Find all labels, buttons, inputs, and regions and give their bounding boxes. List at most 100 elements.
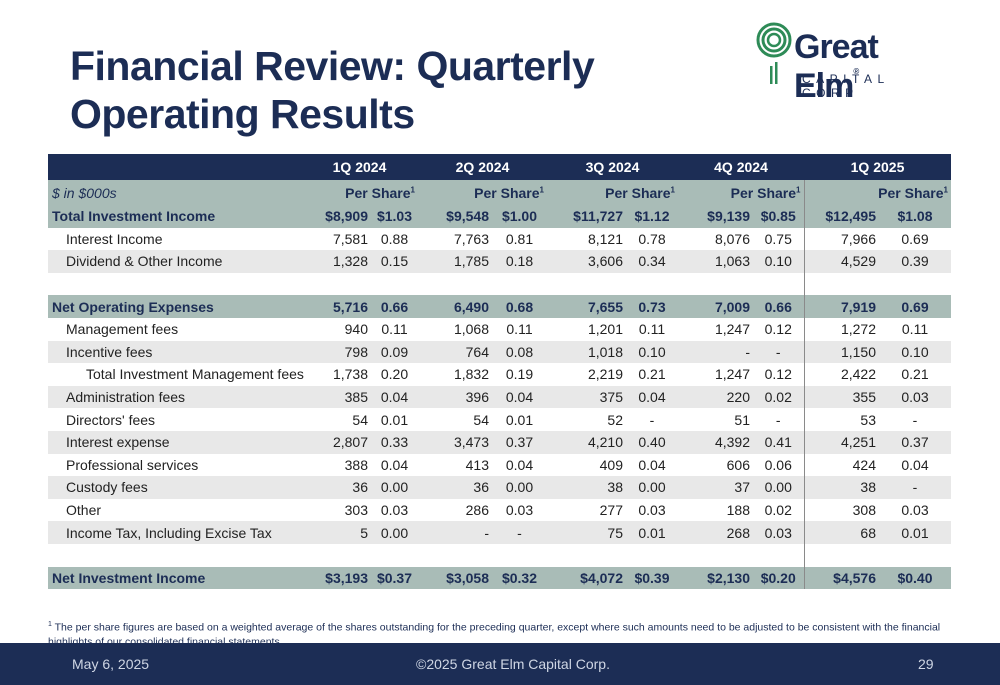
table-row: Incentive fees 798 0.09 764 0.08 1,018 0.10- -1… xyxy=(48,340,951,364)
per-share-cell: 0.00 xyxy=(626,476,678,499)
amount-cell: 1,247 xyxy=(714,366,750,383)
per-share-cell: 0.69 xyxy=(901,230,929,247)
logo-subtitle: CAPITAL CORP xyxy=(802,72,890,100)
unit-label: $ in $000s xyxy=(48,180,301,205)
per-share-header: Per Share1 xyxy=(678,180,804,205)
amount-cell: 409 xyxy=(599,456,623,473)
amount-cell: 1,018 xyxy=(547,340,626,364)
per-share-header: Per Share1 xyxy=(547,180,678,205)
empty-cell xyxy=(678,544,753,567)
per-share-cell: 0.41 xyxy=(753,430,804,454)
per-share-cell: 0.75 xyxy=(764,230,792,247)
amount-cell: 52 xyxy=(607,411,623,428)
amount-cell: 396 xyxy=(418,385,492,409)
per-share-cell: 0.11 xyxy=(381,321,408,338)
empty-cell xyxy=(547,273,626,296)
row-label: Interest Income xyxy=(66,230,163,247)
quarter-header: 4Q 2024 xyxy=(678,154,804,180)
quarter-header: 1Q 2024 xyxy=(301,154,418,180)
empty-cell xyxy=(48,544,301,567)
per-share-cell: $0.85 xyxy=(753,205,804,228)
quarterly-results-table: 1Q 2024 2Q 2024 3Q 2024 4Q 2024 1Q 2025 … xyxy=(48,154,951,590)
per-share-cell: 0.03 xyxy=(901,502,929,519)
table-row: Net Operating Expenses 5,716 0.66 6,490 0.68… xyxy=(48,295,951,318)
amount-cell: 8,076 xyxy=(714,230,750,247)
empty-cell xyxy=(371,544,418,567)
title-line-1: Financial Review: Quarterly xyxy=(70,43,595,89)
empty-cell xyxy=(803,543,879,567)
empty-cell xyxy=(753,544,804,567)
row-label: Income Tax, Including Excise Tax xyxy=(48,521,301,544)
empty-cell xyxy=(879,544,951,567)
amount-cell: 8,121 xyxy=(587,230,623,247)
empty-cell xyxy=(879,273,951,296)
amount-cell: 68 xyxy=(803,521,879,544)
row-label: Dividend & Other Income xyxy=(48,250,301,273)
amount-cell: 1,150 xyxy=(803,340,879,364)
amount-cell: 51 xyxy=(734,411,750,428)
per-share-cell: - xyxy=(775,411,781,428)
per-share-cell: 0.69 xyxy=(879,295,951,318)
per-share-cell: 0.40 xyxy=(626,430,678,454)
page-title: Financial Review: Quarterly Operating Re… xyxy=(70,42,595,138)
amount-cell: 7,966 xyxy=(803,227,879,251)
per-share-cell: 0.12 xyxy=(764,366,792,383)
amount-cell: 3,606 xyxy=(547,250,626,273)
per-share-cell: 0.00 xyxy=(753,476,804,499)
per-share-cell: 0.02 xyxy=(753,385,804,409)
per-share-header: Per Share1 xyxy=(301,180,418,205)
amount-cell: 1,201 xyxy=(587,321,623,338)
amount-cell: 355 xyxy=(803,385,879,409)
amount-cell: $4,576 xyxy=(803,566,879,590)
per-share-cell: 0.11 xyxy=(901,321,929,338)
footer-bar: May 6, 2025 ©2025 Great Elm Capital Corp… xyxy=(0,643,1000,685)
amount-cell: 54 xyxy=(352,411,368,428)
amount-cell: 375 xyxy=(547,385,626,409)
amount-cell: 268 xyxy=(678,521,753,544)
spacer-row xyxy=(48,272,951,296)
amount-cell: 308 xyxy=(803,498,879,522)
amount-cell: - xyxy=(418,521,492,544)
amount-cell: 424 xyxy=(803,453,879,477)
amount-cell: $4,072 xyxy=(547,566,626,590)
per-share-cell: 0.19 xyxy=(505,366,534,383)
amount-cell: 940 xyxy=(344,321,368,338)
empty-cell xyxy=(753,273,804,296)
empty-cell xyxy=(371,273,418,296)
per-share-cell: 0.00 xyxy=(371,521,418,544)
row-label: Professional services xyxy=(66,456,199,473)
amount-cell: 188 xyxy=(726,502,750,519)
per-share-cell: $1.12 xyxy=(626,205,678,228)
amount-cell: 4,392 xyxy=(678,430,753,454)
amount-cell: 5,716 xyxy=(301,295,371,318)
amount-cell: 7,655 xyxy=(547,295,626,318)
amount-cell: 3,473 xyxy=(418,430,492,454)
table-row: Professional services 388 0.04 413 0.04 409 0.… xyxy=(48,453,951,477)
amount-cell: 1,832 xyxy=(453,366,489,383)
per-share-cell: $1.03 xyxy=(371,205,418,228)
amount-cell: 36 xyxy=(418,476,492,499)
amount-cell: 4,210 xyxy=(547,430,626,454)
amount-cell: 1,068 xyxy=(453,321,489,338)
amount-cell: 37 xyxy=(678,476,753,499)
per-share-cell: 0.66 xyxy=(753,295,804,318)
amount-cell: 2,219 xyxy=(587,366,623,383)
table-row: Administration fees 385 0.04 396 0.04 375 0.04… xyxy=(48,385,951,409)
spacer-row xyxy=(48,543,951,567)
amount-cell: $3,193 xyxy=(301,566,371,590)
empty-cell xyxy=(418,273,492,296)
table-row: Income Tax, Including Excise Tax 5 0.00- -7… xyxy=(48,521,951,544)
per-share-cell: 0.04 xyxy=(901,456,929,473)
amount-cell: 1,272 xyxy=(803,317,879,341)
per-share-cell: 0.10 xyxy=(753,250,804,273)
row-label: Interest expense xyxy=(48,430,301,454)
per-share-cell: 0.04 xyxy=(638,456,666,473)
logo-wordmark: Great Elm® xyxy=(794,28,879,105)
amount-cell: 7,919 xyxy=(803,295,879,318)
empty-cell xyxy=(492,273,547,296)
per-share-cell: 0.00 xyxy=(492,476,547,499)
table-row: Net Investment Income $3,193 $0.37 $3,058 $0… xyxy=(48,566,951,590)
amount-cell: $3,058 xyxy=(418,566,492,590)
per-share-cell: 0.73 xyxy=(626,295,678,318)
per-share-cell: 0.08 xyxy=(492,340,547,364)
